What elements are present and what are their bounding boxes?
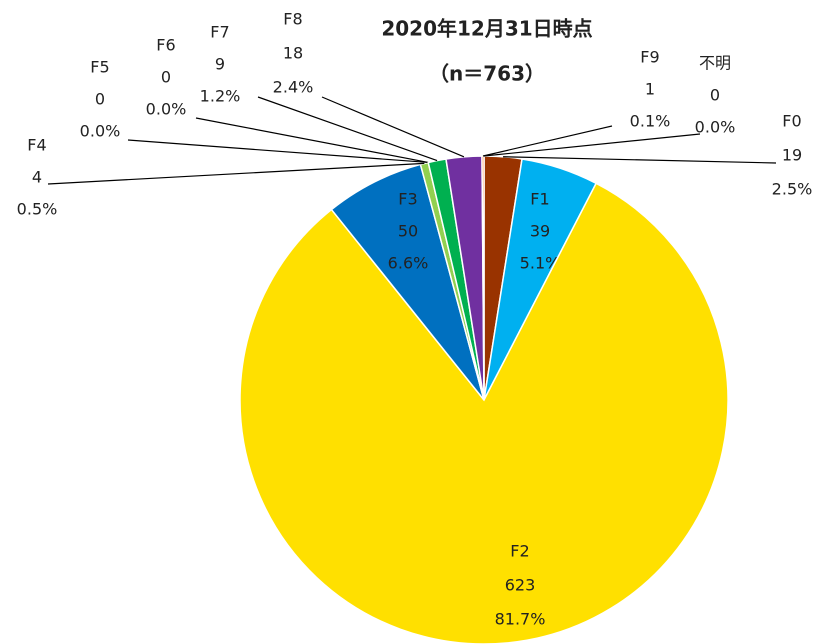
pie-slice (239, 182, 729, 644)
data-label: 0.0% (146, 100, 187, 119)
leader-line (195, 117, 429, 164)
leader-line (482, 125, 613, 157)
data-label: F0 (782, 112, 801, 131)
data-label: 0.1% (630, 112, 671, 131)
data-label: 1.2% (200, 87, 241, 106)
leader-line (47, 162, 425, 185)
data-label: 623 (505, 576, 536, 595)
data-label: 4 (32, 168, 42, 187)
data-label: 0.0% (80, 122, 121, 141)
leader-line (257, 96, 438, 162)
data-label: F4 (27, 136, 46, 155)
data-label: 不明 (699, 54, 731, 73)
data-label: F3 (398, 190, 417, 209)
data-label: 0.0% (695, 118, 736, 137)
leader-line (503, 156, 777, 164)
leader-line (483, 133, 701, 157)
data-label: 2.4% (273, 78, 314, 97)
data-label: 1 (645, 80, 655, 99)
leader-line (127, 139, 429, 164)
data-label: F6 (156, 36, 175, 55)
data-label: F5 (90, 58, 109, 77)
data-label: 0 (161, 68, 171, 87)
data-label: 9 (215, 55, 225, 74)
data-label: F9 (640, 48, 659, 67)
data-label: 50 (398, 222, 418, 241)
data-label: 0.5% (17, 200, 58, 219)
data-label: F8 (283, 10, 302, 29)
data-label: 19 (782, 146, 802, 165)
data-label: 18 (283, 44, 303, 63)
chart-subtitle: （n＝763） (429, 62, 545, 86)
data-label: 2.5% (772, 180, 813, 199)
data-label: 0 (95, 90, 105, 109)
data-label: 0 (710, 86, 720, 105)
data-label: 39 (530, 222, 550, 241)
data-label: 5.1% (520, 254, 561, 273)
data-label: 81.7% (495, 610, 546, 629)
data-label: F2 (510, 542, 529, 561)
data-label: 6.6% (388, 254, 429, 273)
leader-line (321, 96, 465, 158)
data-label: F7 (210, 23, 229, 42)
chart-title: 2020年12月31日時点 (381, 17, 592, 41)
data-label: F1 (530, 190, 549, 209)
